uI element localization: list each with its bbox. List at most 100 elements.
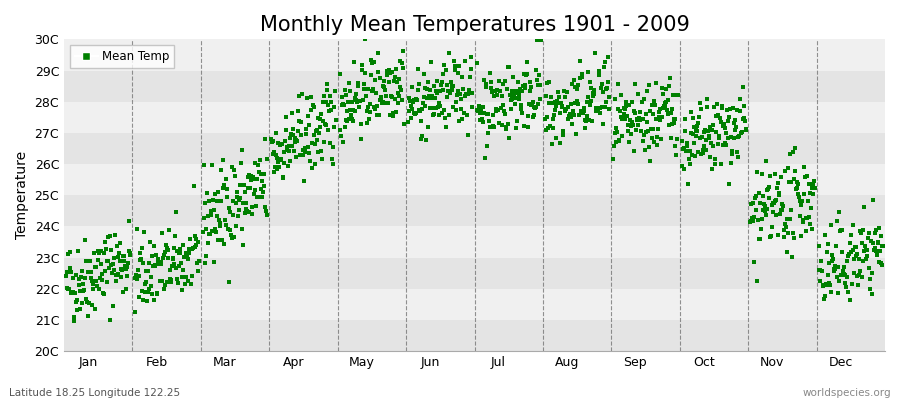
Point <box>322 108 337 114</box>
Point <box>775 207 789 214</box>
Point <box>362 116 376 122</box>
Point <box>132 250 147 256</box>
Point <box>870 240 885 246</box>
Point <box>579 118 593 124</box>
Point <box>202 230 216 237</box>
Point <box>731 134 745 140</box>
Point <box>383 92 398 99</box>
Point <box>82 300 96 306</box>
Point <box>812 242 826 249</box>
Point <box>270 155 284 161</box>
Point <box>753 236 768 242</box>
Point <box>731 154 745 160</box>
Point <box>212 216 226 223</box>
Point <box>702 133 716 139</box>
Point <box>486 112 500 118</box>
Point <box>617 116 632 122</box>
Point <box>71 248 86 254</box>
Bar <box>64 102 885 133</box>
Point <box>162 267 176 273</box>
Point <box>764 233 778 240</box>
Point <box>413 108 428 114</box>
Point <box>282 143 296 149</box>
Point <box>549 103 563 109</box>
Point <box>585 90 599 96</box>
Point <box>711 112 725 118</box>
Point <box>473 116 488 123</box>
Point <box>363 101 377 108</box>
Point <box>159 278 174 285</box>
Point <box>831 264 845 270</box>
Point <box>503 92 517 98</box>
Point <box>410 66 425 72</box>
Point <box>680 140 695 146</box>
Point <box>583 102 598 108</box>
Point <box>255 193 269 200</box>
Point <box>680 143 694 150</box>
Point <box>151 260 166 266</box>
Point <box>576 110 590 116</box>
Point <box>258 135 273 142</box>
Point <box>515 109 529 116</box>
Point <box>192 257 206 264</box>
Point <box>448 63 463 69</box>
Point <box>647 139 662 145</box>
Point <box>727 120 742 126</box>
Point <box>78 275 93 281</box>
Point <box>747 214 761 220</box>
Point <box>773 174 788 181</box>
Point <box>259 212 274 218</box>
Point <box>259 208 274 214</box>
Point <box>104 247 118 254</box>
Point <box>539 127 554 133</box>
Point <box>141 289 156 295</box>
Point <box>724 134 738 140</box>
Point <box>181 278 195 284</box>
Point <box>178 250 193 256</box>
Point <box>275 175 290 181</box>
Point <box>774 207 788 214</box>
Point <box>738 127 752 133</box>
Point <box>226 198 240 204</box>
Point <box>66 289 80 296</box>
Point <box>318 121 332 128</box>
Point <box>236 242 250 248</box>
Point <box>173 246 187 252</box>
Point <box>158 252 172 258</box>
Point <box>622 139 636 146</box>
Point <box>518 71 533 78</box>
Point <box>509 125 524 132</box>
Point <box>721 135 735 142</box>
Point <box>816 282 831 288</box>
Point <box>480 143 494 149</box>
Point <box>804 205 818 211</box>
Point <box>815 282 830 289</box>
Point <box>272 164 286 170</box>
Point <box>444 79 458 85</box>
Point <box>302 144 316 150</box>
Point <box>64 290 78 296</box>
Point <box>525 102 539 108</box>
Point <box>66 274 80 281</box>
Point <box>747 259 761 265</box>
Point <box>634 116 649 122</box>
Point <box>665 121 680 127</box>
Point <box>185 245 200 252</box>
Point <box>199 253 213 260</box>
Point <box>437 106 452 113</box>
Point <box>777 227 791 233</box>
Point <box>378 87 392 94</box>
Point <box>719 129 733 136</box>
Point <box>766 209 780 215</box>
Point <box>353 98 367 105</box>
Point <box>682 161 697 168</box>
Point <box>446 82 461 89</box>
Point <box>640 118 654 125</box>
Point <box>659 85 673 92</box>
Point <box>364 88 379 95</box>
Point <box>312 124 327 130</box>
Point <box>871 258 886 265</box>
Point <box>786 149 800 156</box>
Point <box>825 256 840 262</box>
Point <box>249 176 264 182</box>
